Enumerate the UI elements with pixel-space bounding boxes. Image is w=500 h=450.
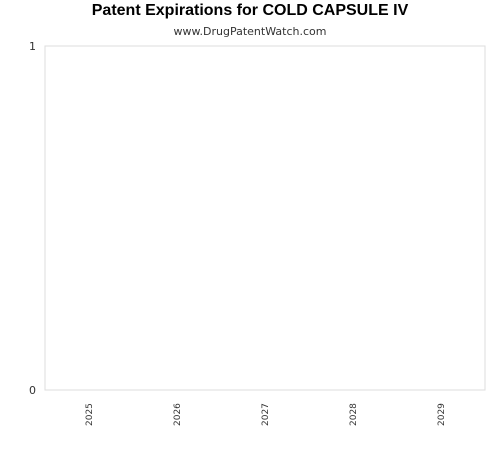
x-tick-label: 2026 — [173, 403, 183, 426]
x-tick-label: 2027 — [261, 403, 271, 426]
x-axis: 2025 2026 2027 2028 2029 — [85, 403, 447, 426]
x-tick-label: 2029 — [437, 403, 447, 426]
x-tick-label: 2028 — [349, 403, 359, 426]
chart-title: Patent Expirations for COLD CAPSULE IV — [91, 2, 409, 19]
y-axis: 01 — [29, 40, 36, 397]
chart-subtitle: www.DrugPatentWatch.com — [173, 25, 327, 38]
y-tick-label: 1 — [29, 40, 36, 53]
x-tick-label: 2025 — [85, 403, 95, 426]
y-tick-label: 0 — [29, 384, 36, 397]
plot-area — [44, 45, 486, 391]
